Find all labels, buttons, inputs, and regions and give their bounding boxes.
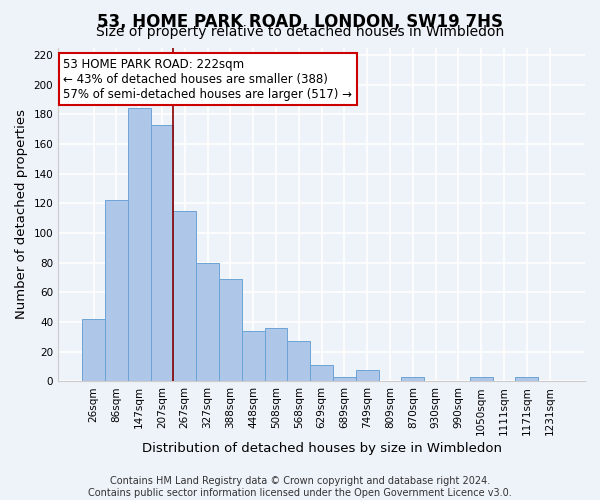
Bar	[151, 124, 173, 382]
Text: 53, HOME PARK ROAD, LONDON, SW19 7HS: 53, HOME PARK ROAD, LONDON, SW19 7HS	[97, 12, 503, 30]
Bar	[515, 377, 538, 382]
Bar	[265, 328, 287, 382]
X-axis label: Distribution of detached houses by size in Wimbledon: Distribution of detached houses by size …	[142, 442, 502, 455]
Bar	[356, 370, 379, 382]
Text: 53 HOME PARK ROAD: 222sqm
← 43% of detached houses are smaller (388)
57% of semi: 53 HOME PARK ROAD: 222sqm ← 43% of detac…	[64, 58, 352, 100]
Bar	[173, 211, 196, 382]
Bar	[196, 262, 219, 382]
Bar	[242, 331, 265, 382]
Bar	[128, 108, 151, 382]
Bar	[401, 377, 424, 382]
Bar	[82, 319, 105, 382]
Bar	[219, 279, 242, 382]
Bar	[105, 200, 128, 382]
Bar	[310, 365, 333, 382]
Y-axis label: Number of detached properties: Number of detached properties	[15, 110, 28, 320]
Text: Size of property relative to detached houses in Wimbledon: Size of property relative to detached ho…	[96, 25, 504, 39]
Text: Contains HM Land Registry data © Crown copyright and database right 2024.
Contai: Contains HM Land Registry data © Crown c…	[88, 476, 512, 498]
Bar	[470, 377, 493, 382]
Bar	[333, 377, 356, 382]
Bar	[287, 342, 310, 382]
